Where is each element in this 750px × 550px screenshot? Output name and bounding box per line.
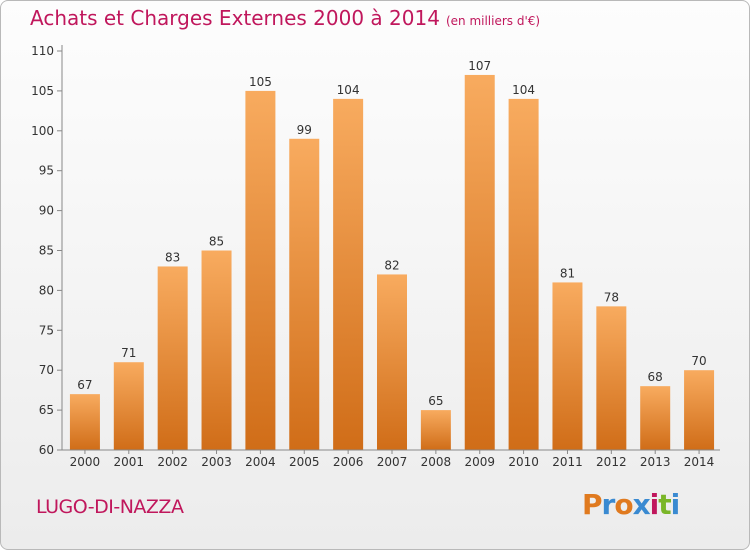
x-tick-label: 2005 <box>289 455 320 469</box>
bar <box>552 282 583 450</box>
bar-value-label: 82 <box>384 258 399 272</box>
bar-value-label: 83 <box>165 250 180 264</box>
bar-value-label: 81 <box>560 266 575 280</box>
bar <box>289 138 320 450</box>
x-axis: 2000 2001 2002 2003 2004 2005 2006 2007 2008 2009… <box>62 449 720 469</box>
commune-name: LUGO-DI-NAZZA <box>36 496 184 518</box>
bar <box>69 394 100 450</box>
bar-value-label: 104 <box>337 83 360 97</box>
bar <box>684 370 715 450</box>
bar <box>640 386 671 450</box>
x-tick-label: 2003 <box>201 455 232 469</box>
logo-letter: P <box>582 488 603 521</box>
y-tick-label: 70 <box>39 363 54 377</box>
bar <box>596 306 627 450</box>
y-tick-label: 60 <box>39 443 54 457</box>
bar-value-label: 105 <box>249 75 272 89</box>
logo-letter: i <box>670 488 681 521</box>
proxiti-logo: Proxiti <box>582 488 681 521</box>
logo-letter: r <box>601 488 616 521</box>
logo-letter: x <box>632 488 651 521</box>
x-tick-label: 2002 <box>157 455 188 469</box>
unit-label: (en milliers d'€) <box>445 14 541 28</box>
x-tick-label: 2008 <box>421 455 452 469</box>
logo-letter: i <box>649 488 660 521</box>
x-tick-label: 2011 <box>552 455 583 469</box>
bar-value-label: 70 <box>691 354 706 368</box>
x-tick-label: 2013 <box>640 455 671 469</box>
y-tick-label: 105 <box>31 84 54 98</box>
chart-title: Achats et Charges Externes 2000 à 2014 (e… <box>30 6 540 30</box>
x-tick-label: 2009 <box>464 455 495 469</box>
bar-value-label: 67 <box>77 378 92 392</box>
x-tick-label: 2004 <box>245 455 276 469</box>
x-tick-label: 2010 <box>508 455 539 469</box>
bar <box>113 362 144 450</box>
y-tick-label: 90 <box>39 204 54 218</box>
logo-letter: o <box>614 488 633 521</box>
y-axis: 60 65 70 75 80 85 90 95 100 105 110 <box>31 44 63 457</box>
x-tick-label: 2012 <box>596 455 627 469</box>
bar <box>508 98 539 450</box>
x-tick-label: 2006 <box>333 455 364 469</box>
x-tick-label: 2001 <box>114 455 145 469</box>
y-tick-label: 80 <box>39 283 54 297</box>
bar-value-label: 107 <box>468 59 491 73</box>
y-tick-label: 95 <box>39 164 54 178</box>
bar <box>377 274 407 450</box>
bar-value-label: 71 <box>121 346 136 360</box>
bar <box>245 90 276 451</box>
bar-value-label: 104 <box>512 83 535 97</box>
x-tick-label: 2007 <box>377 455 408 469</box>
y-tick-label: 100 <box>31 124 54 138</box>
bar-value-label: 85 <box>209 235 224 249</box>
bars: 67 71 83 85 105 99 104 82 65 107 104 81 78 68 70 <box>69 59 715 451</box>
y-tick-label: 65 <box>39 403 54 417</box>
logo-letter: t <box>658 488 671 521</box>
bar <box>464 74 495 450</box>
bar-value-label: 78 <box>604 290 619 304</box>
bar-value-label: 65 <box>428 394 443 408</box>
x-tick-label: 2000 <box>70 455 101 469</box>
y-tick-label: 110 <box>31 44 54 58</box>
bar <box>157 266 188 450</box>
bar-value-label: 68 <box>648 370 663 384</box>
bar-value-label: 99 <box>297 123 312 137</box>
bar <box>420 410 451 450</box>
title-text: Achats et Charges Externes 2000 à 2014 <box>30 6 440 30</box>
bar <box>201 250 232 450</box>
x-tick-label: 2014 <box>684 455 715 469</box>
y-tick-label: 75 <box>39 323 54 337</box>
bar <box>333 98 364 450</box>
y-tick-label: 85 <box>39 244 54 258</box>
